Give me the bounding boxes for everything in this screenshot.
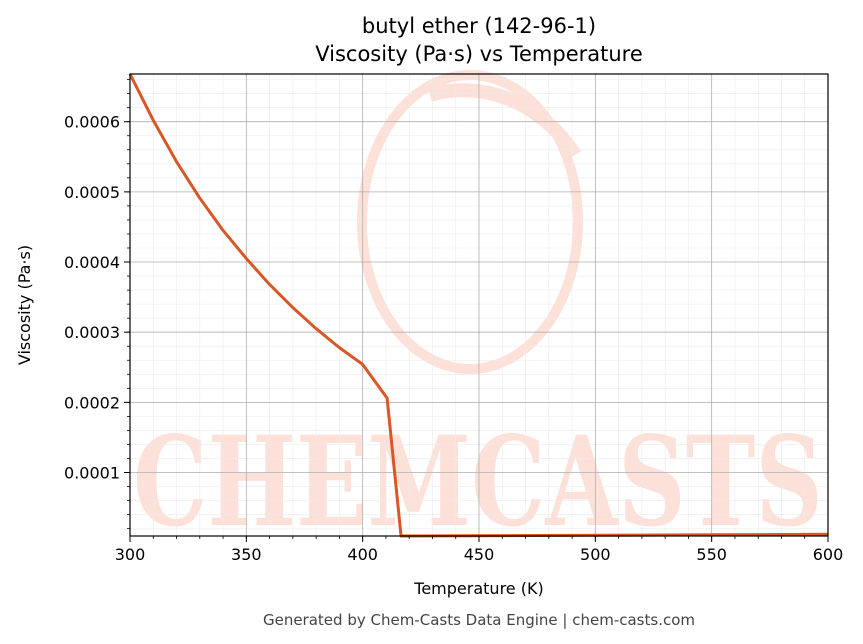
chart-subtitle: Viscosity (Pa·s) vs Temperature <box>315 42 643 66</box>
footer-credit: Generated by Chem-Casts Data Engine | ch… <box>263 611 695 629</box>
x-tick-label: 300 <box>115 545 146 564</box>
y-tick-label: 0.0003 <box>64 323 120 342</box>
chart-title: butyl ether (142-96-1) <box>362 14 596 38</box>
y-tick-label: 0.0001 <box>64 464 120 483</box>
x-axis-label: Temperature (K) <box>413 579 543 598</box>
y-tick-label: 0.0002 <box>64 393 120 412</box>
y-tick-label: 0.0004 <box>64 253 120 272</box>
y-axis-label: Viscosity (Pa·s) <box>15 245 34 365</box>
axis-ticks: 300 350 400 450 500 550 600 0.0001 0.0002 0.0003 0… <box>64 79 844 564</box>
x-tick-label: 550 <box>696 545 727 564</box>
watermark-text: CHEMCASTS <box>133 410 823 555</box>
chemcasts-watermark: CHEMCASTS <box>133 70 823 555</box>
y-tick-label: 0.0005 <box>64 183 120 202</box>
x-tick-label: 500 <box>580 545 611 564</box>
y-tick-label: 0.0006 <box>64 113 120 132</box>
x-tick-label: 600 <box>813 545 844 564</box>
x-tick-label: 400 <box>347 545 378 564</box>
watermark-swoosh <box>427 83 581 159</box>
x-tick-label: 350 <box>231 545 262 564</box>
watermark-circle-logo <box>357 70 583 374</box>
x-tick-label: 450 <box>464 545 495 564</box>
